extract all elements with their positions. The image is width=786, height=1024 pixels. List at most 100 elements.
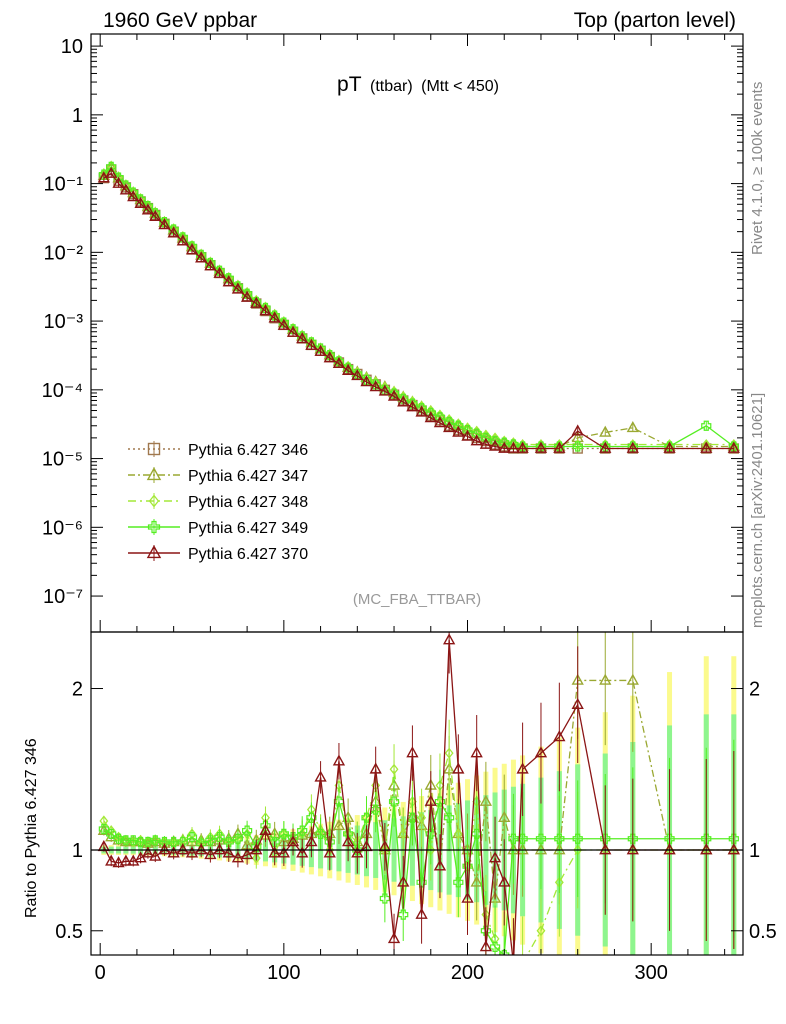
ratio-point <box>536 925 546 937</box>
series-pythia-6-427-370 <box>97 166 740 453</box>
ratio-series-layer <box>97 632 740 955</box>
ratio-point <box>727 843 740 855</box>
data-point <box>572 441 583 452</box>
legend-item-pythia-6-427-348: Pythia 6.427 348 <box>128 493 308 511</box>
plot-title-main: pT <box>337 73 362 96</box>
ratio-point <box>105 854 118 866</box>
y-tick-label: 10⁻⁴ <box>42 380 83 402</box>
data-point <box>361 374 372 385</box>
data-point <box>195 251 208 263</box>
ratio-point <box>119 854 133 866</box>
ratio-point <box>176 843 189 855</box>
data-point <box>443 420 456 433</box>
data-point <box>158 218 171 230</box>
ratio-point <box>701 833 712 844</box>
ratio-point <box>379 893 390 904</box>
data-point <box>406 400 419 412</box>
data-point <box>701 420 712 431</box>
ratio-y-tick-label-right: 1 <box>749 840 760 862</box>
ratio-point <box>332 754 346 766</box>
data-point <box>700 441 713 453</box>
legend-marker <box>148 494 160 508</box>
ratio-point <box>259 823 272 835</box>
ratio-point <box>470 746 483 758</box>
data-point <box>222 275 235 287</box>
ratio-point <box>599 843 612 855</box>
ratio-point <box>388 796 400 807</box>
y-tick-label: 10⁻¹ <box>44 174 84 196</box>
series-line <box>103 165 734 446</box>
ratio-point <box>433 859 447 871</box>
ratio-point <box>269 836 280 848</box>
legend-label: Pythia 6.427 370 <box>188 546 308 563</box>
ratio-point <box>599 673 612 685</box>
legend-item-pythia-6-427-347: Pythia 6.427 347 <box>128 466 308 485</box>
ratio-point <box>106 828 117 839</box>
ratio-point <box>417 812 427 824</box>
data-point <box>259 304 272 316</box>
ratio-point <box>231 851 245 863</box>
main-plot-frame <box>90 33 744 633</box>
data-point <box>553 441 566 453</box>
ratio-point <box>534 746 548 758</box>
legend-marker <box>147 520 161 534</box>
data-point <box>231 282 245 294</box>
data-point <box>387 389 401 401</box>
ratio-point <box>389 763 399 775</box>
data-point <box>434 412 446 423</box>
data-point <box>507 441 520 453</box>
ratio-point <box>242 825 253 836</box>
ratio-point <box>240 848 254 860</box>
mcplots-label: mcplots.cern.ch [arXiv:2401.10621] <box>749 393 766 628</box>
data-point <box>112 176 125 188</box>
ratio-point <box>214 832 225 843</box>
header-right: Top (parton level) <box>574 9 736 32</box>
ratio-point <box>444 747 454 759</box>
ratio-point <box>185 846 199 858</box>
ratio-point <box>453 877 464 888</box>
ratio-y-tick-label: 0.5 <box>55 921 83 943</box>
ratio-point <box>572 833 583 844</box>
ratio-point <box>361 812 372 823</box>
ratio-point <box>443 633 456 645</box>
y-tick-label: 10⁻³ <box>44 311 84 333</box>
ratio-point <box>415 907 428 919</box>
x-tick-label: 100 <box>267 962 300 984</box>
data-point <box>479 437 493 449</box>
data-point <box>663 441 676 453</box>
data-point <box>415 405 428 417</box>
ratio-y-tick-label-right: 0.5 <box>749 921 777 943</box>
data-point <box>727 441 740 453</box>
ratio-point <box>142 836 154 848</box>
data-point <box>461 429 474 441</box>
data-point <box>113 172 124 183</box>
data-point <box>516 441 529 453</box>
ratio-point <box>314 770 327 782</box>
x-tick-label: 300 <box>634 962 667 984</box>
data-point <box>571 424 584 436</box>
ratio-point <box>489 941 501 953</box>
legend-item-pythia-6-427-346: Pythia 6.427 346 <box>128 441 308 459</box>
ratio-point <box>315 828 326 839</box>
analysis-tag: (MC_FBA_TTBAR) <box>353 591 481 608</box>
ratio-point <box>277 846 290 858</box>
y-tick-label: 10 <box>61 36 83 58</box>
ratio-series-pythia-6-427-370 <box>97 632 740 955</box>
data-point <box>626 441 639 453</box>
ratio-line <box>103 799 734 955</box>
data-point <box>277 318 290 330</box>
ratio-point <box>461 891 474 903</box>
ratio-point <box>479 794 493 806</box>
ratio-y-tick-label: 1 <box>72 840 83 862</box>
ratio-point <box>286 835 300 847</box>
ratio-point <box>498 875 511 887</box>
data-point <box>185 243 199 255</box>
ratio-point <box>553 730 566 742</box>
legend-label: Pythia 6.427 346 <box>188 442 308 459</box>
ratio-point <box>251 852 261 864</box>
data-point <box>488 439 502 451</box>
plot-title-sub: (ttbar) <box>370 78 413 95</box>
data-point <box>127 190 140 202</box>
ratio-point <box>222 846 235 858</box>
data-point <box>352 368 363 380</box>
